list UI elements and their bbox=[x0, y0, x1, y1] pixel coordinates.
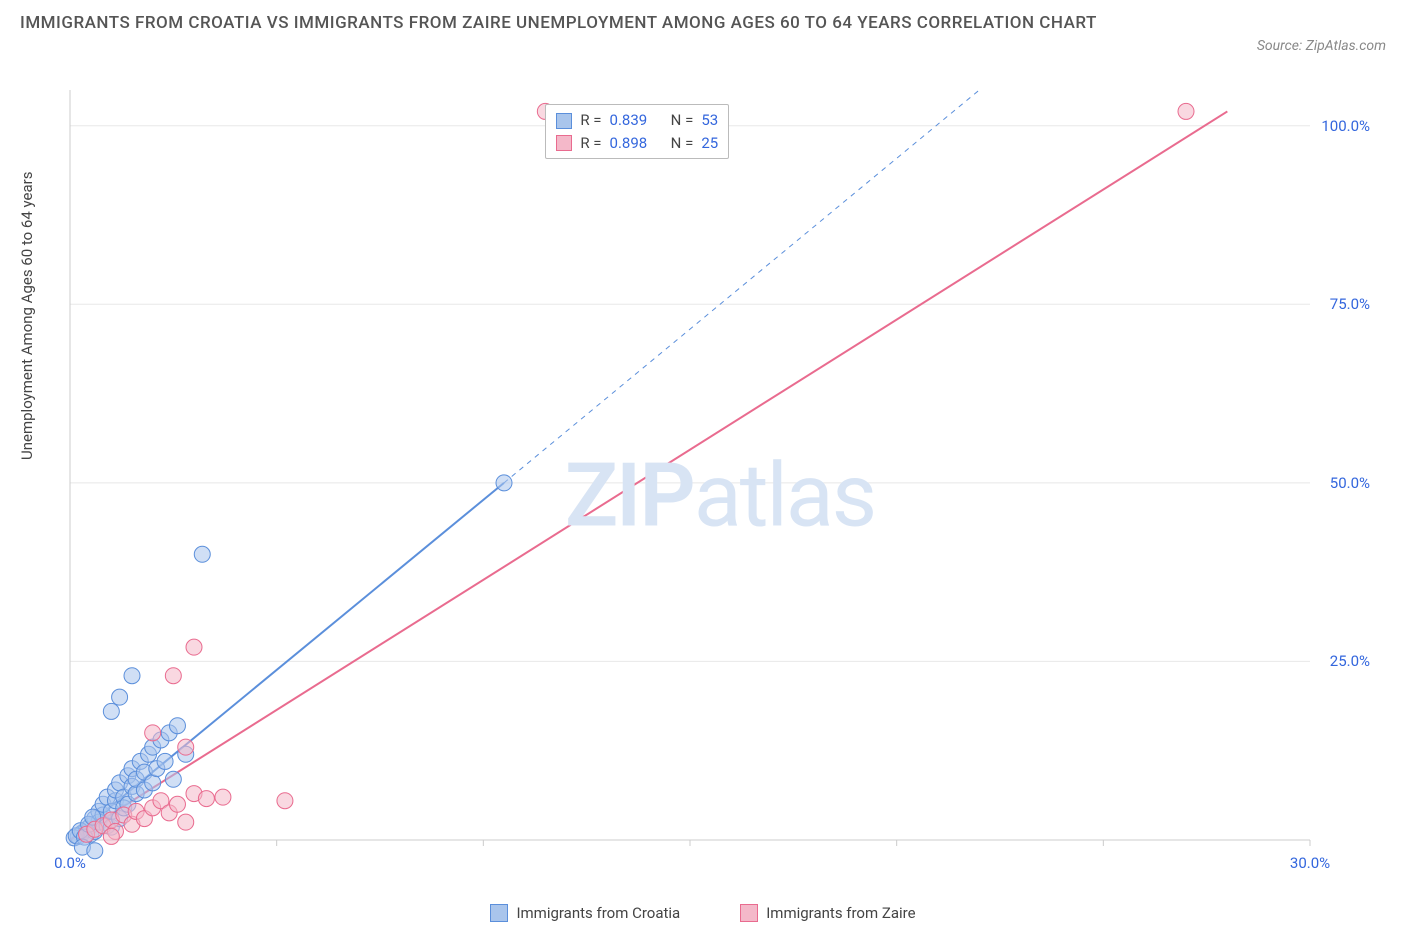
legend-swatch-croatia bbox=[490, 904, 508, 922]
legend-label: Immigrants from Croatia bbox=[516, 904, 680, 922]
y-tick-label: 75.0% bbox=[1330, 295, 1370, 313]
chart-area: ZIPatlas R = 0.839 N = 53R = 0.898 N = 2… bbox=[60, 80, 1380, 880]
legend-item-zaire: Immigrants from Zaire bbox=[740, 904, 915, 922]
legend-swatch-zaire bbox=[740, 904, 758, 922]
correlation-stats-box: R = 0.839 N = 53R = 0.898 N = 25 bbox=[545, 104, 729, 159]
x-tick-label: 0.0% bbox=[54, 854, 86, 872]
scatter-chart bbox=[60, 80, 1380, 880]
stats-row: R = 0.839 N = 53 bbox=[556, 109, 718, 132]
x-tick-label: 30.0% bbox=[1290, 854, 1330, 872]
y-tick-label: 100.0% bbox=[1321, 117, 1370, 135]
chart-title: IMMIGRANTS FROM CROATIA VS IMMIGRANTS FR… bbox=[20, 10, 1097, 37]
stats-row: R = 0.898 N = 25 bbox=[556, 132, 718, 155]
y-tick-label: 25.0% bbox=[1330, 652, 1370, 670]
stats-swatch bbox=[556, 135, 572, 151]
source-label: Source: ZipAtlas.com bbox=[1257, 10, 1386, 54]
legend-label: Immigrants from Zaire bbox=[766, 904, 915, 922]
y-tick-label: 50.0% bbox=[1330, 474, 1370, 492]
y-axis-label: Unemployment Among Ages 60 to 64 years bbox=[18, 172, 36, 460]
stats-swatch bbox=[556, 113, 572, 129]
legend: Immigrants from Croatia Immigrants from … bbox=[0, 904, 1406, 922]
legend-item-croatia: Immigrants from Croatia bbox=[490, 904, 680, 922]
